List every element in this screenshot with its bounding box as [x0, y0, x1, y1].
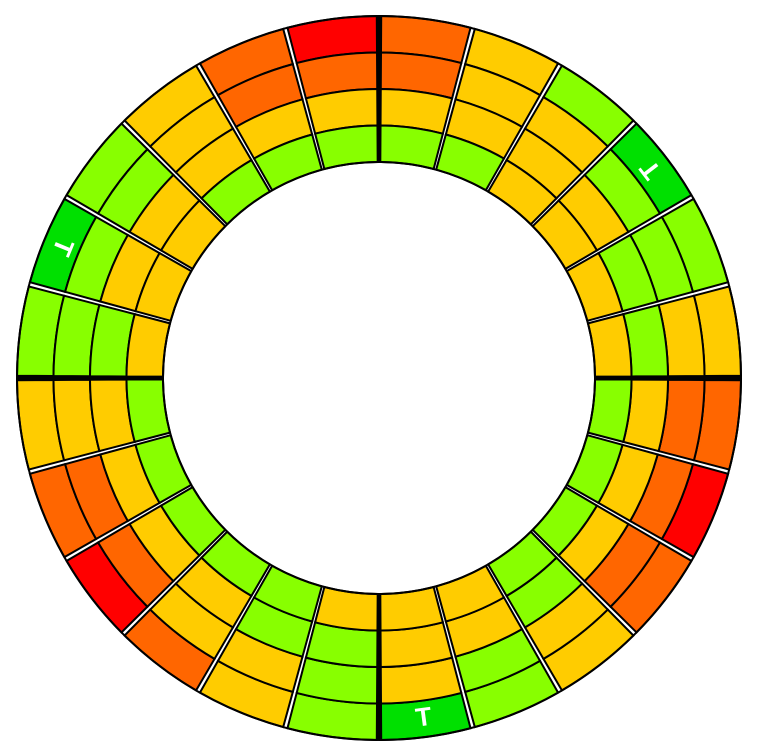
- cell-label: T: [414, 701, 434, 733]
- outer-border: [16, 15, 742, 741]
- inner-border: [162, 161, 596, 595]
